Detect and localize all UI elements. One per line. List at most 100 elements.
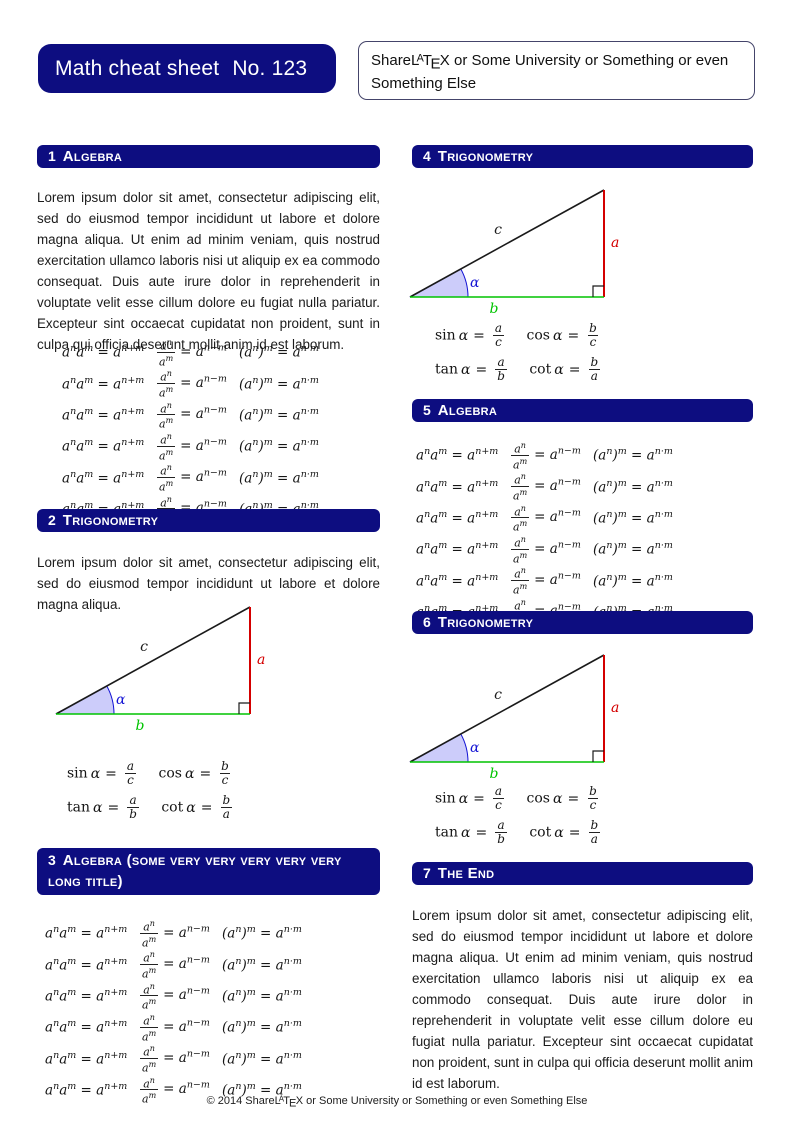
angle-label: α [470, 740, 480, 756]
hypotenuse-line [409, 654, 605, 763]
section-title: Trigonometry [62, 512, 159, 529]
side-label-c: c [140, 639, 148, 655]
trig-identities: sin α = a c cos α = b c tan α = a b cot α = b a [435, 322, 618, 390]
product-formula: anam = an+m [45, 955, 128, 974]
latex-logo: LATEX [274, 1094, 304, 1110]
section-title: Algebra (some very very very very very l… [48, 852, 342, 890]
side-label-b: b [490, 766, 499, 782]
section-5-header: 5 Algebra [412, 399, 753, 422]
section-title: Algebra [62, 148, 123, 165]
section-7-header: 7 The End [412, 862, 753, 885]
institution-box: ShareLATEX or Some University or Somethi… [358, 41, 755, 100]
body-paragraph: Lorem ipsum dolor sit amet, consectetur … [37, 190, 380, 352]
section-number: 4 [423, 148, 431, 164]
right-angle-marker [592, 285, 604, 297]
trig-row: tan α = a b cot α = b a [435, 819, 618, 846]
trig-cos-identity: cos α = b c [526, 784, 599, 812]
section-title: Trigonometry [437, 614, 534, 631]
trig-row: tan α = a b cot α = b a [435, 356, 618, 383]
product-formula: anam = an+m [416, 446, 499, 464]
trig-row: tan α = a b cot α = b a [67, 794, 250, 821]
institution-text: ShareLATEX or Some University or Somethi… [371, 52, 729, 92]
hypotenuse-line [409, 189, 605, 298]
section-number: 5 [423, 402, 431, 418]
power-formula: (an)m = an·m [222, 987, 302, 1005]
trig-row: sin α = a c cos α = b c [67, 760, 250, 787]
right-triangle-figure: c a b α [409, 654, 619, 782]
right-angle-marker [592, 750, 604, 762]
power-formula: (an)m = an·m [222, 1049, 302, 1068]
latex-logo: LATEX [411, 52, 450, 73]
section-title: The End [437, 865, 495, 882]
section-4-header: 4 Trigonometry [412, 145, 753, 168]
trig-sin-identity: sin α = a c [435, 321, 504, 349]
page-footer: © 2014 ShareLATEX or Some University or … [206, 1094, 588, 1110]
section-number: 3 [48, 852, 56, 868]
side-label-b: b [136, 718, 145, 734]
product-formula: anam = an+m [416, 571, 499, 590]
power-formula: (an)m = an·m [222, 1018, 302, 1036]
product-formula: anam = an+m [45, 1049, 128, 1068]
trig-tan-identity: tan α = a b [435, 818, 507, 846]
power-formula: (an)m = an·m [593, 540, 673, 558]
power-formula: (an)m = an·m [239, 374, 319, 393]
trig-tan-identity: tan α = a b [435, 355, 507, 383]
algebra-formula-block: anam = an+m an am = an−m (an)m = an·m anam… [416, 440, 736, 628]
section-2-header: 2 Trigonometry [37, 509, 380, 532]
algebra-formula-block: anam = an+m an am = an−m (an)m = an·m anam… [62, 337, 377, 525]
power-formula: (an)m = an·m [593, 446, 673, 464]
trig-row: sin α = a c cos α = b c [435, 785, 618, 812]
angle-label: α [116, 692, 126, 708]
right-triangle-figure: c a b α [409, 189, 619, 317]
side-label-c: c [494, 687, 502, 703]
trig-row: sin α = a c cos α = b c [435, 322, 618, 349]
trig-sin-identity: sin α = a c [67, 759, 136, 787]
power-formula: (an)m = an·m [222, 1080, 302, 1099]
product-formula: anam = an+m [62, 437, 145, 455]
trig-identities: sin α = a c cos α = b c tan α = a b cot α = b a [435, 785, 618, 853]
side-label-a: a [257, 652, 265, 668]
power-formula: (an)m = an·m [239, 437, 319, 455]
product-formula: anam = an+m [62, 343, 145, 361]
section-number: 1 [48, 148, 56, 164]
side-label-a: a [611, 235, 619, 251]
power-formula: (an)m = an·m [593, 477, 673, 496]
product-formula: anam = an+m [416, 540, 499, 558]
product-formula: anam = an+m [45, 987, 128, 1005]
title-box: Math cheat sheet No. 123 [38, 44, 336, 93]
product-formula: anam = an+m [45, 1080, 128, 1099]
power-formula: (an)m = an·m [239, 468, 319, 487]
product-formula: anam = an+m [45, 924, 128, 942]
side-label-b: b [490, 301, 499, 317]
right-angle-marker [238, 702, 250, 714]
algebra-formula-block: anam = an+m an am = an−m (an)m = an·m anam… [45, 918, 365, 1106]
